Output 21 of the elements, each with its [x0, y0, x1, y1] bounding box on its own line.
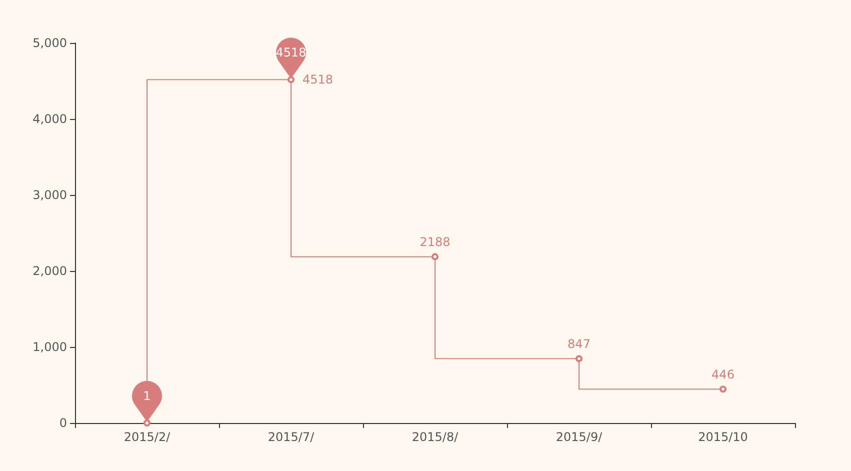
annotation: 4518	[276, 46, 306, 60]
data-label: 2188	[420, 235, 450, 250]
point	[576, 355, 582, 362]
y-tick-label: 5,000	[32, 36, 67, 50]
y-tick-label: 0	[59, 416, 67, 430]
data-label: 847	[568, 337, 590, 352]
x-tick-label: 2015/2/	[124, 430, 172, 444]
y-tick-label: 2,000	[32, 264, 67, 278]
point	[144, 419, 150, 426]
y-tick-label: 4,000	[32, 112, 67, 126]
annotation: 1	[143, 388, 151, 403]
x-tick-label: 2015/9/	[556, 430, 604, 444]
x-tick-label: 2015/7/	[268, 430, 316, 444]
point	[720, 386, 726, 393]
y-tick-label: 3,000	[32, 188, 67, 202]
x-tick-label: 2015/8/	[412, 430, 460, 444]
data-label: 4518	[302, 72, 334, 87]
data-label: 446	[712, 368, 734, 382]
point	[432, 253, 438, 260]
x-tick-label: 2015/10	[698, 430, 748, 444]
y-tick-label: 1,000	[32, 340, 67, 354]
